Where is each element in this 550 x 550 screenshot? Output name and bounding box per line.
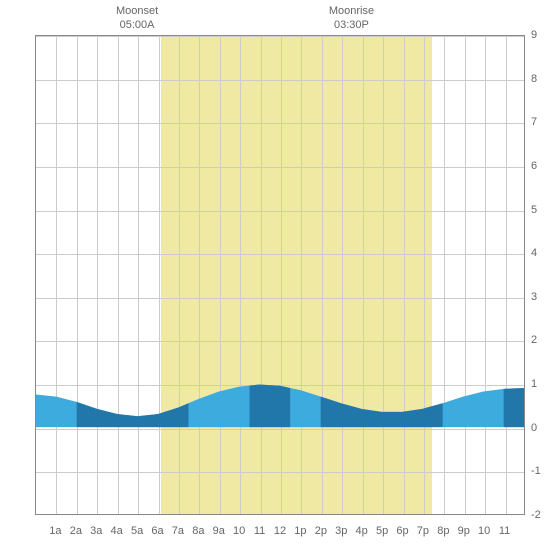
- tide-dark-fill: [250, 385, 291, 428]
- y-tick-label: 7: [531, 116, 543, 128]
- x-tick-label: 10: [233, 525, 245, 537]
- x-tick-label: 3p: [335, 525, 347, 537]
- x-tick-label: 12: [274, 525, 286, 537]
- x-tick-label: 1p: [294, 525, 306, 537]
- x-tick-label: 6p: [396, 525, 408, 537]
- moon-annotation: Moonrise03:30P: [329, 4, 374, 33]
- y-tick-label: 8: [531, 73, 543, 85]
- tide-dark-fill: [321, 397, 443, 427]
- x-tick-label: 7p: [417, 525, 429, 537]
- x-tick-label: 5p: [376, 525, 388, 537]
- x-tick-label: 2p: [315, 525, 327, 537]
- tide-dark-fill: [504, 388, 524, 427]
- x-tick-label: 11: [254, 525, 265, 537]
- tide-chart: -2-101234567891a2a3a4a5a6a7a8a9a1011121p…: [0, 0, 550, 550]
- moon-annotation-time: 03:30P: [329, 18, 374, 32]
- x-tick-label: 7a: [172, 525, 184, 537]
- moon-annotation-label: Moonset: [116, 4, 158, 18]
- x-tick-label: 9a: [213, 525, 225, 537]
- plot-area: [35, 35, 525, 515]
- x-tick-label: 5a: [131, 525, 143, 537]
- y-tick-label: 1: [531, 378, 543, 390]
- x-tick-label: 1a: [49, 525, 61, 537]
- y-tick-label: 2: [531, 334, 543, 346]
- x-tick-label: 3a: [90, 525, 102, 537]
- y-tick-label: 0: [531, 422, 543, 434]
- moon-annotation: Moonset05:00A: [116, 4, 158, 33]
- x-tick-label: 6a: [151, 525, 163, 537]
- y-tick-label: 6: [531, 160, 543, 172]
- x-tick-label: 8a: [192, 525, 204, 537]
- x-tick-label: 9p: [458, 525, 470, 537]
- tide-area: [36, 36, 524, 514]
- y-tick-label: 5: [531, 204, 543, 216]
- tide-dark-fill: [77, 402, 189, 427]
- x-tick-label: 4p: [356, 525, 368, 537]
- y-tick-label: -2: [531, 509, 543, 521]
- x-tick-label: 8p: [437, 525, 449, 537]
- y-tick-label: 3: [531, 291, 543, 303]
- y-tick-label: 9: [531, 29, 543, 41]
- x-tick-label: 10: [478, 525, 490, 537]
- x-tick-label: 4a: [111, 525, 123, 537]
- moon-annotation-time: 05:00A: [116, 18, 158, 32]
- moon-annotation-label: Moonrise: [329, 4, 374, 18]
- y-tick-label: -1: [531, 465, 543, 477]
- x-tick-label: 11: [499, 525, 510, 537]
- x-tick-label: 2a: [70, 525, 82, 537]
- y-tick-label: 4: [531, 247, 543, 259]
